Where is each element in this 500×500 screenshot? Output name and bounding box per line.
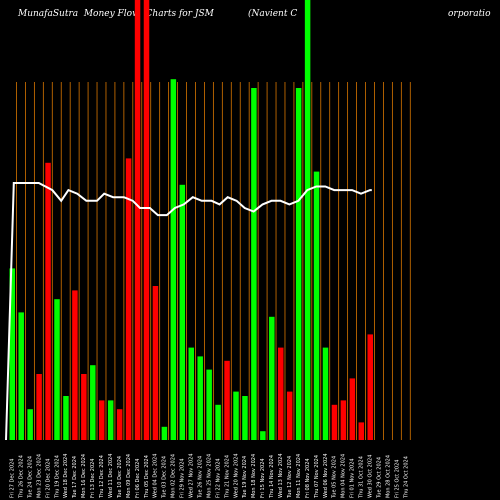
x-tick-label: Mon 18 Nov 2024 [251,454,257,498]
bar-down [143,0,150,440]
bar-up [304,0,311,440]
x-tick-label: Mon 25 Nov 2024 [206,454,212,498]
bar-down [36,374,42,440]
x-tick-label: Thu 07 Nov 2024 [314,455,320,499]
x-tick-label: Tue 19 Nov 2024 [242,456,248,499]
x-tick-label: Fri 25 Oct 2024 [394,460,400,498]
x-tick-label: Fri 08 Nov 2024 [305,458,311,498]
x-tick-label: Wed 18 Dec 2024 [63,454,69,498]
bar-up [233,391,239,440]
bar-up [295,88,302,440]
x-tick-label: Mon 16 Dec 2024 [81,454,87,498]
chart-title-company: (Navient C [248,9,298,19]
x-tick-label: Tue 12 Nov 2024 [287,456,293,499]
x-tick-label: Mon 02 Dec 2024 [171,454,177,498]
x-tick-label: Mon 11 Nov 2024 [296,454,302,498]
bar-down [45,162,51,441]
bar-down [72,290,78,440]
x-tick-label: Thu 31 Oct 2024 [359,456,365,499]
price-line-path [5,182,372,441]
bar-up [170,79,177,440]
x-tick-label: Fri 29 Nov 2024 [180,458,186,498]
bar-up [269,316,275,440]
x-tick-label: Fri 22 Nov 2024 [215,458,221,498]
bar-up [179,184,186,440]
x-tick-label: Fri 27 Dec 2024 [10,459,16,499]
bar-down [367,334,373,440]
x-tick-label: Fri 01 Nov 2024 [350,458,356,498]
bar-down [286,391,293,440]
x-axis-tick-labels: Fri 27 Dec 2024 Thu 26 Dec 2024 Tue 24 Dec… [10,453,410,499]
x-tick-label: Mon 04 Nov 2024 [341,454,347,498]
x-tick-label: Wed 11 Dec 2024 [108,454,114,498]
bar-down [224,360,230,440]
bar-up [18,312,24,440]
bar-down [125,158,132,440]
bar-down [340,400,347,440]
bar-up [322,347,329,440]
bar-up [313,171,320,440]
bar-down [134,0,141,440]
bar-up [215,404,221,440]
bar-down [331,404,338,440]
x-tick-label: Wed 30 Oct 2024 [368,455,374,498]
x-tick-label: Fri 15 Nov 2024 [260,458,266,498]
bar-up [90,365,96,440]
x-tick-label: Thu 05 Dec 2024 [144,455,150,499]
gridlines [16,82,411,440]
x-tick-label: Thu 21 Nov 2024 [224,455,230,499]
bar-up [251,88,257,440]
x-tick-label: Wed 27 Nov 2024 [189,453,195,498]
bar-up [260,431,266,440]
x-tick-label: Wed 13 Nov 2024 [278,453,284,498]
x-tick-label: Tue 26 Nov 2024 [197,456,203,499]
price-line [5,182,372,441]
bar-up [107,400,114,440]
x-tick-label: Fri 06 Dec 2024 [135,459,141,499]
x-tick-label: Mon 23 Dec 2024 [36,454,42,498]
bar-up [197,356,203,440]
bar-up [242,396,248,440]
x-tick-label: Tue 17 Dec 2024 [72,456,78,499]
bar-up [188,347,194,440]
chart-title-company-tail: orporatio [448,9,491,19]
x-tick-label: Mon 28 Oct 2024 [385,455,391,498]
x-tick-label: Thu 12 Dec 2024 [99,455,105,499]
bar-up [9,268,15,440]
chart-title-left: MunafaSutra Money Flow Charts for JSM [18,9,214,19]
x-tick-label: Thu 24 Oct 2024 [403,456,409,499]
x-tick-label: Wed 20 Nov 2024 [233,453,239,498]
x-tick-label: Thu 26 Dec 2024 [18,455,24,499]
bar-up [27,409,33,440]
x-tick-label: Tue 29 Oct 2024 [376,457,382,499]
x-tick-label: Fri 13 Dec 2024 [90,459,96,499]
bar-down [99,400,105,440]
x-tick-label: Wed 04 Dec 2024 [153,454,159,498]
bar-down [116,409,123,440]
bar-up [63,396,69,440]
x-tick-label: Tue 03 Dec 2024 [162,456,168,499]
bar-down [278,347,284,440]
x-tick-label: Tue 10 Dec 2024 [117,456,123,499]
x-tick-label: Mon 09 Dec 2024 [126,454,132,498]
x-tick-label: Fri 20 Dec 2024 [45,459,51,499]
bar-down [358,422,365,440]
bar-down [152,286,159,440]
bar-up [161,426,168,440]
bar-down [81,374,87,440]
x-tick-label: Thu 14 Nov 2024 [269,455,275,499]
x-tick-label: Tue 05 Nov 2024 [332,456,338,499]
bar-up [206,369,212,440]
x-tick-label: Tue 24 Dec 2024 [27,456,33,499]
x-tick-label: Wed 06 Nov 2024 [323,453,329,498]
bars [9,0,373,441]
x-tick-label: Thu 19 Dec 2024 [54,455,60,499]
bar-down [349,378,356,440]
bar-up [54,299,60,440]
